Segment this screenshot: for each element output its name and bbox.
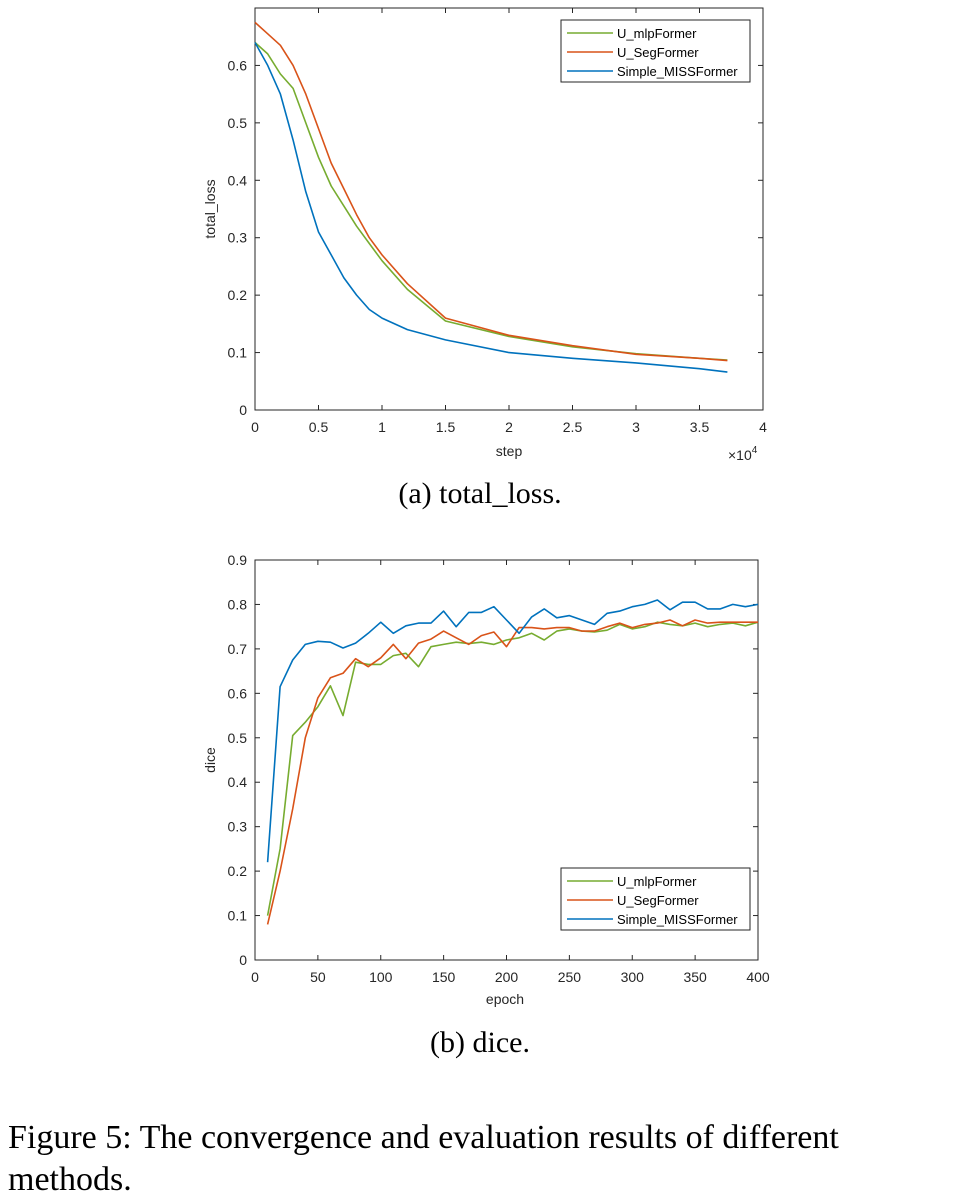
caption-a: (a) total_loss.: [398, 477, 561, 510]
chart-dice: 0 50 100 150 200 250 300 350 400 0 0.1 0.2 0.3 0.4 0.5…: [202, 552, 770, 1059]
legend-label: Simple_MISSFormer: [617, 64, 738, 79]
x-tick-label: 400: [746, 969, 770, 985]
series-line-u-segformer: [254, 21, 728, 362]
legend-dice: U_mlpFormer U_SegFormer Simple_MISSFormer: [560, 867, 751, 931]
y-tick-label: 0.1: [228, 345, 248, 361]
figure-caption: Figure 5: The convergence and evaluation…: [8, 1119, 847, 1198]
y-tick-label: 0.7: [228, 641, 248, 657]
x-multiplier: ×104: [728, 445, 758, 463]
y-tick-label: 0.4: [228, 172, 248, 188]
x-tick-label: 100: [369, 969, 393, 985]
legend-label: U_SegFormer: [617, 45, 699, 60]
caption-b: (b) dice.: [430, 1026, 530, 1059]
x-tick-label: 3.5: [690, 419, 710, 435]
y-tick-label: 0: [239, 402, 247, 418]
series-line-simple-missformer: [266, 599, 759, 863]
x-tick-label: 2: [505, 419, 513, 435]
y-tick-label: 0.2: [228, 863, 248, 879]
series-line-simple-missformer: [254, 42, 728, 373]
legend-label: Simple_MISSFormer: [617, 912, 738, 927]
x-tick-label: 250: [558, 969, 582, 985]
x-tick-label: 1: [378, 419, 386, 435]
y-tick-label: 0: [239, 952, 247, 968]
y-tick-label: 0.5: [228, 730, 248, 746]
x-axis-label-total-loss: step: [496, 443, 523, 459]
x-axis-label-dice: epoch: [486, 991, 524, 1007]
chart-total-loss: 0 0.5 1 1.5 2 2.5 3 3.5 4 0 0.1 0.2 0.3 0.4 0.5 0.6 ste…: [202, 7, 767, 510]
y-axis-label-dice: dice: [202, 747, 218, 773]
x-tick-label: 3: [632, 419, 640, 435]
legend-label: U_SegFormer: [617, 893, 699, 908]
x-tick-label: 200: [495, 969, 519, 985]
x-tick-label: 50: [310, 969, 326, 985]
x-tick-label: 150: [432, 969, 456, 985]
series-line-u-segformer: [266, 619, 758, 925]
y-tick-label: 0.3: [228, 230, 248, 246]
x-tick-label: 2.5: [563, 419, 583, 435]
legend-total-loss: U_mlpFormer U_SegFormer Simple_MISSFormer: [560, 19, 751, 83]
series-line-u-mlpformer: [254, 41, 728, 361]
y-tick-label: 0.6: [228, 57, 248, 73]
y-tick-label: 0.5: [228, 115, 248, 131]
x-tick-label: 300: [621, 969, 645, 985]
y-tick-label: 0.3: [228, 819, 248, 835]
y-tick-label: 0.1: [228, 908, 248, 924]
y-tick-label: 0.8: [228, 596, 248, 612]
y-tick-label: 0.2: [228, 287, 248, 303]
y-tick-label: 0.9: [228, 552, 248, 568]
x-tick-label: 0.5: [309, 419, 329, 435]
x-multiplier-exp: 4: [752, 445, 758, 456]
y-axis-label-total-loss: total_loss: [202, 179, 218, 238]
legend-label: U_mlpFormer: [617, 26, 697, 41]
x-tick-label: 350: [683, 969, 707, 985]
x-tick-label: 4: [759, 419, 767, 435]
series-line-u-mlpformer: [266, 621, 759, 916]
y-tick-label: 0.4: [228, 774, 248, 790]
x-tick-label: 0: [251, 419, 259, 435]
x-tick-label: 1.5: [436, 419, 456, 435]
y-tick-label: 0.6: [228, 685, 248, 701]
legend-label: U_mlpFormer: [617, 874, 697, 889]
x-tick-label: 0: [251, 969, 259, 985]
